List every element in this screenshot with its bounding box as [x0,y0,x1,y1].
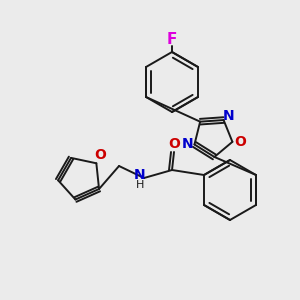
Text: O: O [168,137,180,151]
Text: H: H [136,180,144,190]
Text: N: N [134,168,146,182]
Text: O: O [235,135,246,149]
Text: O: O [94,148,106,162]
Text: N: N [223,109,234,123]
Text: F: F [167,32,177,46]
Text: N: N [182,137,193,152]
